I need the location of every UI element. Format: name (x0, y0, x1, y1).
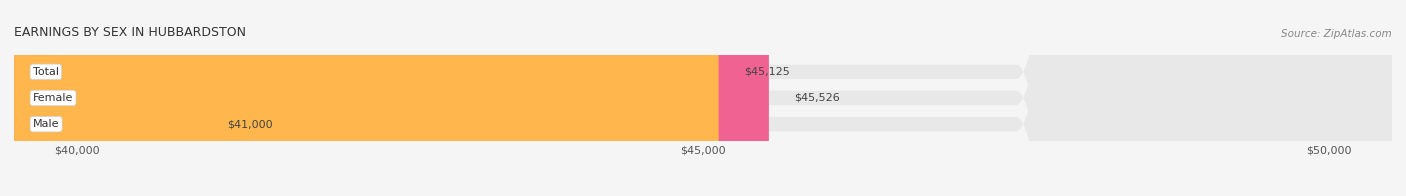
FancyBboxPatch shape (14, 0, 769, 196)
Text: Source: ZipAtlas.com: Source: ZipAtlas.com (1281, 29, 1392, 39)
FancyBboxPatch shape (14, 0, 718, 196)
Text: $41,000: $41,000 (226, 119, 273, 129)
FancyBboxPatch shape (14, 0, 1392, 196)
FancyBboxPatch shape (14, 0, 1392, 196)
Text: Male: Male (32, 119, 59, 129)
Text: $45,526: $45,526 (794, 93, 839, 103)
Text: Female: Female (32, 93, 73, 103)
FancyBboxPatch shape (14, 0, 1392, 196)
Text: Total: Total (32, 67, 59, 77)
FancyBboxPatch shape (0, 0, 389, 196)
Text: EARNINGS BY SEX IN HUBBARDSTON: EARNINGS BY SEX IN HUBBARDSTON (14, 26, 246, 39)
Text: $45,125: $45,125 (744, 67, 789, 77)
